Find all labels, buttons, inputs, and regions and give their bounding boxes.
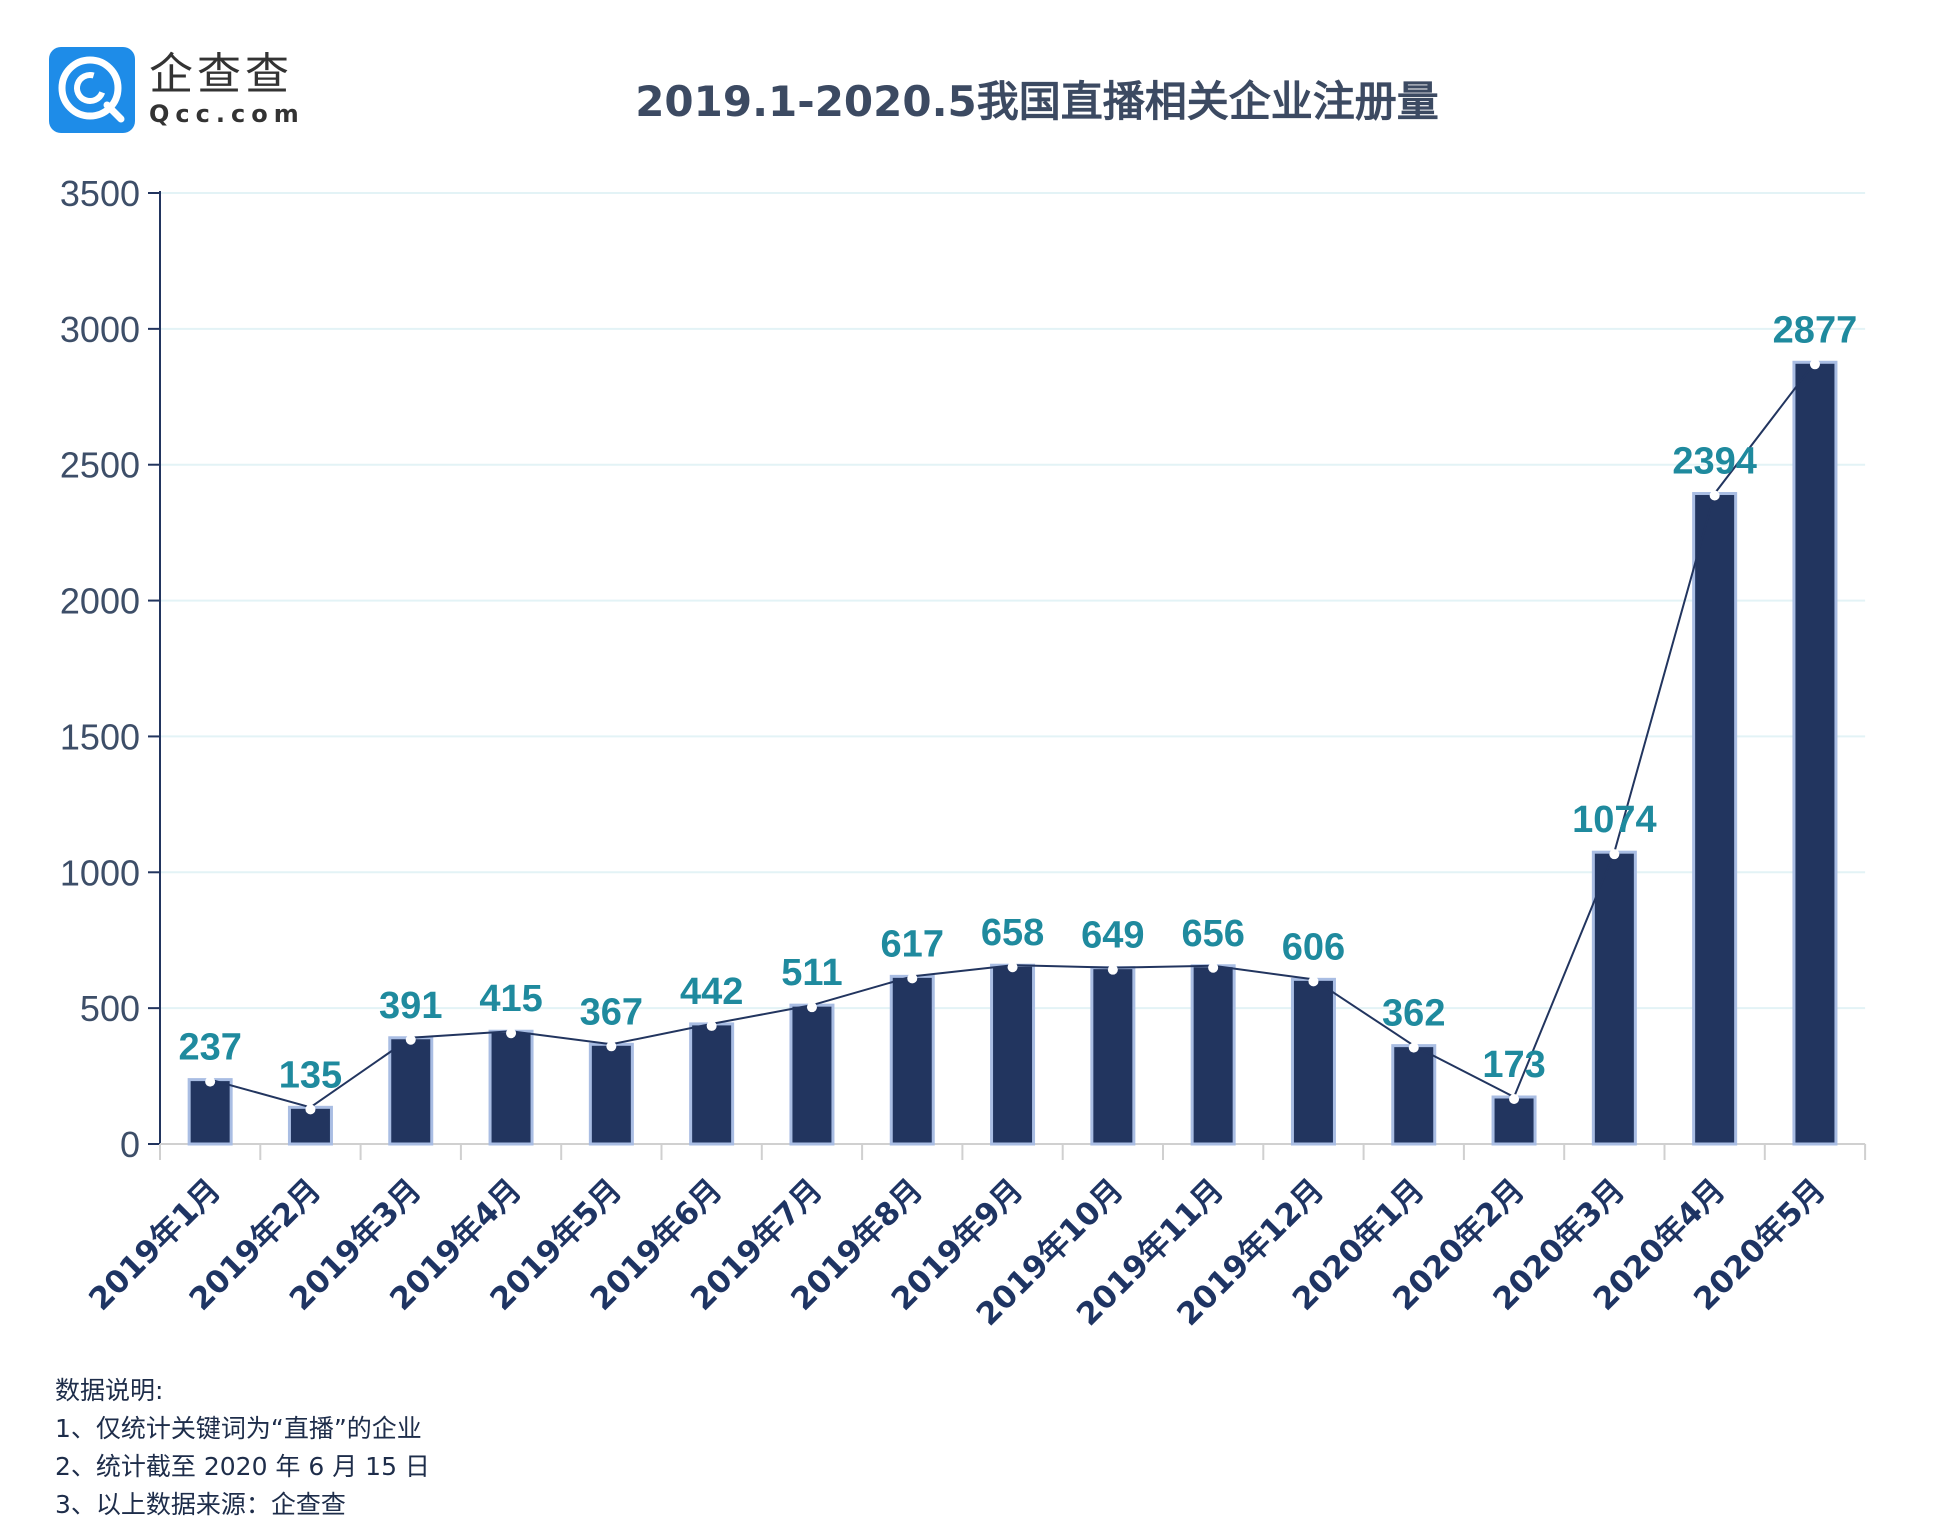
data-label: 658 bbox=[981, 912, 1044, 954]
logo-en-text: Qcc.com bbox=[149, 100, 305, 128]
y-tick-label: 2500 bbox=[60, 445, 140, 486]
data-label: 2394 bbox=[1672, 441, 1757, 483]
bar bbox=[689, 1022, 735, 1146]
bar bbox=[1290, 977, 1336, 1146]
note-item: 3、以上数据来源：企查查 bbox=[55, 1490, 346, 1519]
data-notes: 数据说明: 1、仅统计关键词为“直播”的企业 2、统计截至 2020 年 6 月… bbox=[55, 1372, 430, 1524]
data-point bbox=[1408, 1042, 1419, 1053]
y-tick-label: 0 bbox=[120, 1124, 140, 1165]
bar bbox=[187, 1078, 233, 1146]
data-label: 1074 bbox=[1572, 799, 1657, 841]
bar bbox=[1792, 360, 1838, 1146]
bar bbox=[889, 974, 935, 1146]
y-tick-label: 1000 bbox=[60, 852, 140, 893]
data-label: 442 bbox=[680, 971, 743, 1013]
data-point bbox=[806, 1002, 817, 1013]
data-point bbox=[706, 1020, 717, 1031]
note-item: 2、统计截至 2020 年 6 月 15 日 bbox=[55, 1452, 430, 1481]
bar bbox=[1591, 850, 1637, 1146]
bar bbox=[1692, 492, 1738, 1146]
data-point bbox=[205, 1076, 216, 1087]
bar bbox=[1491, 1095, 1537, 1146]
data-label: 362 bbox=[1382, 993, 1445, 1035]
data-point bbox=[1007, 962, 1018, 973]
data-point bbox=[405, 1034, 416, 1045]
data-point bbox=[606, 1041, 617, 1052]
logo-cn-text: 企查查 bbox=[149, 49, 293, 100]
data-label: 649 bbox=[1081, 915, 1144, 957]
data-label: 237 bbox=[178, 1027, 241, 1069]
data-label: 367 bbox=[580, 991, 643, 1033]
data-point bbox=[305, 1104, 316, 1115]
qcc-logo: 企查查 Qcc.com bbox=[49, 47, 305, 133]
data-label: 173 bbox=[1482, 1044, 1545, 1086]
bar bbox=[1391, 1044, 1437, 1146]
data-point bbox=[1809, 359, 1820, 370]
y-tick-label: 500 bbox=[80, 988, 140, 1029]
data-label: 606 bbox=[1282, 926, 1345, 968]
data-label: 2877 bbox=[1773, 309, 1858, 351]
bar bbox=[488, 1029, 534, 1146]
data-point bbox=[907, 973, 918, 984]
data-point bbox=[1308, 976, 1319, 987]
y-tick-label: 2000 bbox=[60, 581, 140, 622]
bar bbox=[588, 1042, 634, 1146]
data-label: 135 bbox=[279, 1054, 342, 1096]
y-tick-label: 3500 bbox=[60, 173, 140, 214]
data-point bbox=[506, 1028, 517, 1039]
chart-title: 2019.1-2020.5我国直播相关企业注册量 bbox=[635, 77, 1439, 126]
qcc-logo-icon bbox=[49, 47, 135, 133]
data-label: 415 bbox=[479, 978, 542, 1020]
data-label: 617 bbox=[881, 923, 944, 965]
notes-heading: 数据说明: bbox=[55, 1376, 164, 1405]
y-tick-label: 3000 bbox=[60, 309, 140, 350]
data-point bbox=[1709, 490, 1720, 501]
data-point bbox=[1107, 964, 1118, 975]
data-label: 656 bbox=[1181, 913, 1244, 955]
bar bbox=[789, 1003, 835, 1146]
data-label: 391 bbox=[379, 985, 442, 1027]
data-label: 511 bbox=[781, 952, 842, 994]
bar bbox=[1190, 964, 1236, 1146]
note-item: 1、仅统计关键词为“直播”的企业 bbox=[55, 1414, 422, 1443]
bar bbox=[1090, 966, 1136, 1146]
y-tick-label: 1500 bbox=[60, 716, 140, 757]
data-point bbox=[1208, 962, 1219, 973]
data-point bbox=[1609, 849, 1620, 860]
bar bbox=[388, 1036, 434, 1146]
bar bbox=[990, 963, 1036, 1146]
data-point bbox=[1509, 1093, 1520, 1104]
